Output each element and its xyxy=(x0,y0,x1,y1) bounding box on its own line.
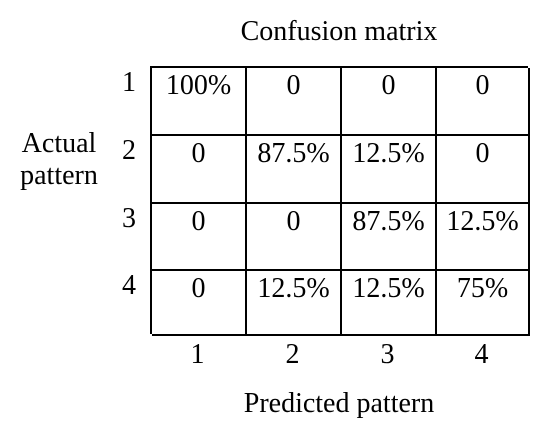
matrix-cell-1-1: 100% xyxy=(152,68,247,136)
matrix-cell-4-2: 12.5% xyxy=(247,271,342,336)
matrix-cell-3-2: 0 xyxy=(247,204,342,271)
col-tick-1: 1 xyxy=(190,339,205,370)
confusion-matrix-grid: 100% 0 0 0 0 87.5% 12.5% 0 0 0 87.5% 12.… xyxy=(150,66,530,336)
x-axis-label: Predicted pattern xyxy=(243,388,435,419)
matrix-cell-4-4: 75% xyxy=(437,271,530,336)
matrix-cell-4-3: 12.5% xyxy=(342,271,437,336)
row-tick-2: 2 xyxy=(122,135,136,166)
col-tick-2: 2 xyxy=(285,339,300,370)
matrix-cell-1-4: 0 xyxy=(437,68,530,136)
y-axis-label-line-1: Actual xyxy=(21,128,97,159)
y-axis-label: Actual pattern xyxy=(6,128,112,192)
matrix-cell-4-1: 0 xyxy=(152,271,247,336)
col-tick-4: 4 xyxy=(474,339,489,370)
matrix-cell-2-1: 0 xyxy=(152,136,247,204)
row-tick-1: 1 xyxy=(122,67,136,98)
row-tick-3: 3 xyxy=(122,203,136,234)
col-tick-3: 3 xyxy=(380,339,395,370)
matrix-cell-2-2: 87.5% xyxy=(247,136,342,204)
matrix-cell-3-4: 12.5% xyxy=(437,204,530,271)
matrix-cell-2-4: 0 xyxy=(437,136,530,204)
row-tick-4: 4 xyxy=(122,270,136,301)
matrix-cell-1-2: 0 xyxy=(247,68,342,136)
y-axis-label-line-2: pattern xyxy=(20,160,98,191)
matrix-cell-3-1: 0 xyxy=(152,204,247,271)
matrix-cell-3-3: 87.5% xyxy=(342,204,437,271)
chart-title: Confusion matrix xyxy=(240,16,438,47)
matrix-cell-2-3: 12.5% xyxy=(342,136,437,204)
matrix-cell-1-3: 0 xyxy=(342,68,437,136)
